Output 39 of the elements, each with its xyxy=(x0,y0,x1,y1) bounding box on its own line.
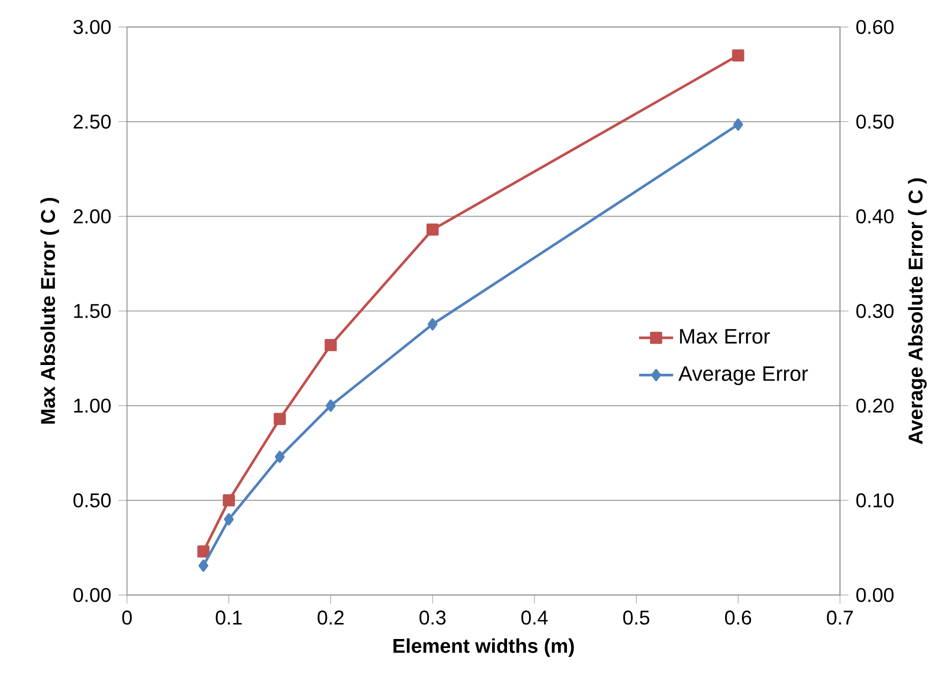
point xyxy=(733,118,744,131)
y2-tick-label: 0.40 xyxy=(856,209,894,224)
y2-tick-label: 0.10 xyxy=(856,493,894,508)
point xyxy=(222,494,235,506)
y-axis-title: Max Absolute Error ( C ) xyxy=(40,198,59,424)
y-tick-label: 2.50 xyxy=(74,114,111,129)
point xyxy=(224,513,234,526)
y-tick-label: 1.50 xyxy=(74,304,111,318)
y-tick-label: 3.00 xyxy=(73,20,111,34)
point xyxy=(324,339,337,352)
legend-label: Max Error xyxy=(680,329,770,344)
x-tick-label: 0 xyxy=(122,610,132,625)
point xyxy=(274,450,285,463)
x-tick-label: 0.4 xyxy=(521,610,548,625)
x-tick-label: 0.5 xyxy=(623,610,650,625)
y2-tick-label: 0.20 xyxy=(856,398,894,413)
y2-tick-label: 0.30 xyxy=(856,304,894,318)
y2-tick-label: 0.60 xyxy=(856,20,894,34)
point xyxy=(198,560,208,572)
x-axis-title: Element widths (m) xyxy=(394,638,574,657)
y-tick-label: 0.00 xyxy=(73,588,111,602)
point xyxy=(732,49,744,62)
x-tick-label: 0.6 xyxy=(725,610,752,625)
y2-tick-label: 0.50 xyxy=(856,114,894,129)
x-tick-label: 0.2 xyxy=(318,610,344,625)
y-tick-label: 0.50 xyxy=(73,493,111,508)
x-tick-label: 0.7 xyxy=(826,610,853,625)
y-tick-label: 1.00 xyxy=(74,398,111,413)
point xyxy=(428,318,438,330)
x-tick-label: 0.3 xyxy=(420,610,446,625)
point xyxy=(274,412,286,425)
y-tick-label: 2.00 xyxy=(74,209,111,224)
legend-label: Average Error xyxy=(678,366,808,386)
point xyxy=(326,400,336,412)
y2-tick-label: 0.00 xyxy=(856,588,894,602)
point xyxy=(426,224,439,236)
x-tick-label: 0.1 xyxy=(216,610,242,625)
point xyxy=(197,545,210,558)
y2-axis-title: Average Absolute Error ( C ) xyxy=(908,178,927,444)
